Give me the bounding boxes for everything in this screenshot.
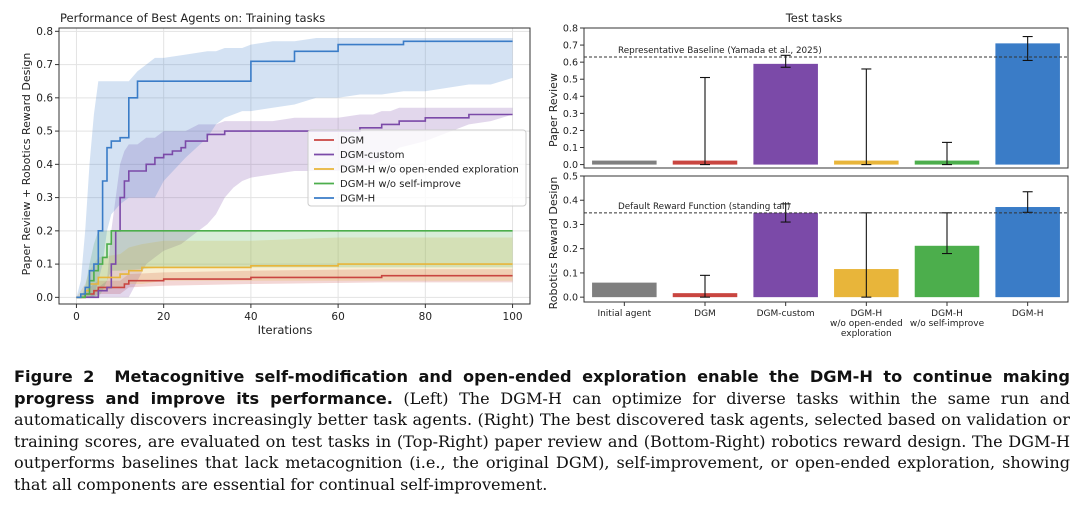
baseline-label: Default Reward Function (standing tall) [618,202,790,212]
bar [995,43,1060,165]
line-chart-xlabel: Iterations [258,323,313,337]
series-line [76,40,513,299]
y-tick-label: 0.4 [36,159,53,171]
plot-frame [583,175,1069,303]
category-label: DGM-H [1012,309,1044,319]
y-tick-label: 0.6 [563,58,578,69]
y-tick-label: 0.3 [563,109,578,120]
legend-label: DGM [340,136,364,147]
line-chart-title: Performance of Best Agents on: [60,11,242,25]
bar [592,160,657,165]
paper-review-bar-chart: 0.0 0.1 0.2 0.3 0.4 0.5 0.6 0.7 0.8 Representativ… [563,24,1069,171]
series-band [76,38,513,298]
y-tick-label: 0.3 [36,192,53,204]
plot-frame [583,27,1069,169]
figure-caption: Figure 2 Metacognitive self-modification… [14,366,1070,496]
bar [914,245,980,298]
y-tick-label: 0.2 [563,126,578,137]
y-tick-label: 0.7 [563,41,578,52]
legend-label: DGM-custom [340,150,405,161]
plot-frame [58,27,531,305]
category-label: Initial agent [597,309,651,319]
y-tick-label: 0.0 [563,293,578,304]
test-tasks-title: Test tasks [785,11,843,25]
y-tick-label: 0.2 [36,225,53,237]
category-label: DGM-H [931,309,963,319]
bar [753,63,818,165]
x-tick-label: 60 [331,311,344,323]
bar [753,212,818,298]
y-tick-label: 0.1 [36,259,53,271]
y-tick-label: 0.5 [563,75,578,86]
y-tick-label: 0.4 [563,196,578,207]
legend-box [307,129,527,207]
caption-label: Figure 2 [14,367,95,386]
y-tick-label: 0.4 [563,92,578,103]
category-label: DGM [694,309,716,319]
training-line-chart: 0 20 40 60 80 100 0.0 0.1 0.2 0.3 0.4 0.5 0.6 0.7 0.8 D… [36,26,531,323]
robotics-reward-bar-chart: 0.0 0.1 0.2 0.3 0.4 0.5 Default Reward Functio… [563,172,1069,339]
series-band [76,107,513,298]
line-chart-subtitle: Training tasks [245,11,325,25]
y-tick-label: 0.6 [36,92,53,104]
line-chart-ylabel: Paper Review + Robotics Reward Design [20,53,33,276]
series-line [76,230,513,299]
y-tick-label: 0.8 [563,24,578,35]
category-label: exploration [841,329,892,339]
category-label: w/o self-improve [910,319,985,329]
y-tick-label: 0.0 [36,292,53,304]
y-tick-label: 0.2 [563,244,578,255]
y-tick-label: 0.8 [36,26,53,38]
y-tick-label: 0.1 [563,268,578,279]
x-tick-label: 100 [503,311,523,323]
bar [592,282,657,298]
x-tick-label: 0 [73,311,80,323]
robotics-reward-ylabel: Robotics Reward Design [547,177,560,310]
category-label: w/o open-ended [830,319,903,329]
category-label: DGM-custom [757,309,815,319]
paper-review-ylabel: Paper Review [547,73,560,147]
y-tick-label: 0.5 [36,126,53,138]
series-band [76,237,513,298]
legend-label: DGM-H w/o open-ended exploration [340,165,519,176]
caption-title: Metacognitive self-modification and open… [14,367,1071,408]
x-tick-label: 80 [419,311,432,323]
category-label: DGM-H [850,309,882,319]
y-tick-label: 0.3 [563,220,578,231]
x-tick-label: 40 [244,311,257,323]
y-tick-label: 0.1 [563,143,578,154]
y-tick-label: 0.0 [563,160,578,171]
baseline-label: Representative Baseline (Yamada et al., … [618,46,822,56]
caption-body: (Left) The DGM-H can optimize for divers… [14,388,1070,494]
legend-label: DGM-H [340,194,375,205]
bar [995,207,1060,298]
legend-label: DGM-H w/o self-improve [340,179,461,190]
y-tick-label: 0.7 [36,59,53,71]
y-tick-label: 0.5 [563,172,578,183]
x-tick-label: 20 [157,311,170,323]
series-band [76,230,513,298]
figure: 0 20 40 60 80 100 0.0 0.1 0.2 0.3 0.4 0.5 0.6 0.7 0.8 D… [20,11,1069,339]
